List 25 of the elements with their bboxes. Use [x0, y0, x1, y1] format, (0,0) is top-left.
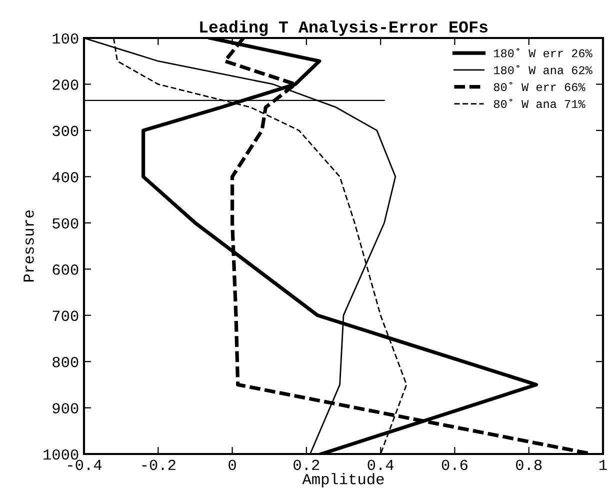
- y-tick-label: 1000: [44, 449, 78, 460]
- x-tick-label: 1: [600, 460, 607, 470]
- chart-title: Leading T Analysis-Error EOFs: [200, 20, 488, 36]
- y-tick-label: 200: [52, 80, 78, 90]
- y-tick-label: 600: [52, 264, 78, 275]
- x-axis-title: Amplitude: [302, 473, 384, 488]
- x-tick-label: 0.6: [442, 460, 468, 470]
- y-tick-label: 500: [52, 218, 78, 229]
- y-tick-label: 300: [52, 126, 78, 136]
- legend-label: 180˚ W ana 62%: [494, 65, 592, 74]
- x-tick-label: 0: [228, 460, 236, 470]
- y-tick-label: 100: [52, 33, 78, 44]
- x-tick-label: 0.4: [368, 460, 394, 470]
- y-tick-label: 900: [52, 403, 78, 414]
- legend-label: 80˚ W err 66%: [494, 82, 586, 92]
- y-tick-label: 800: [52, 356, 78, 368]
- legend-label: 80˚ W ana 71%: [494, 98, 586, 108]
- y-axis-title: Pressure: [24, 210, 34, 282]
- y-tick-label: 400: [52, 172, 78, 182]
- legend-label: 180˚ W err 26%: [494, 48, 592, 58]
- x-tick-label: 0.8: [516, 460, 542, 470]
- x-tick-label: 0.2: [294, 460, 320, 470]
- x-tick-label: -0.4: [68, 460, 102, 470]
- x-tick-label: -0.2: [142, 460, 176, 470]
- y-tick-label: 700: [52, 310, 78, 322]
